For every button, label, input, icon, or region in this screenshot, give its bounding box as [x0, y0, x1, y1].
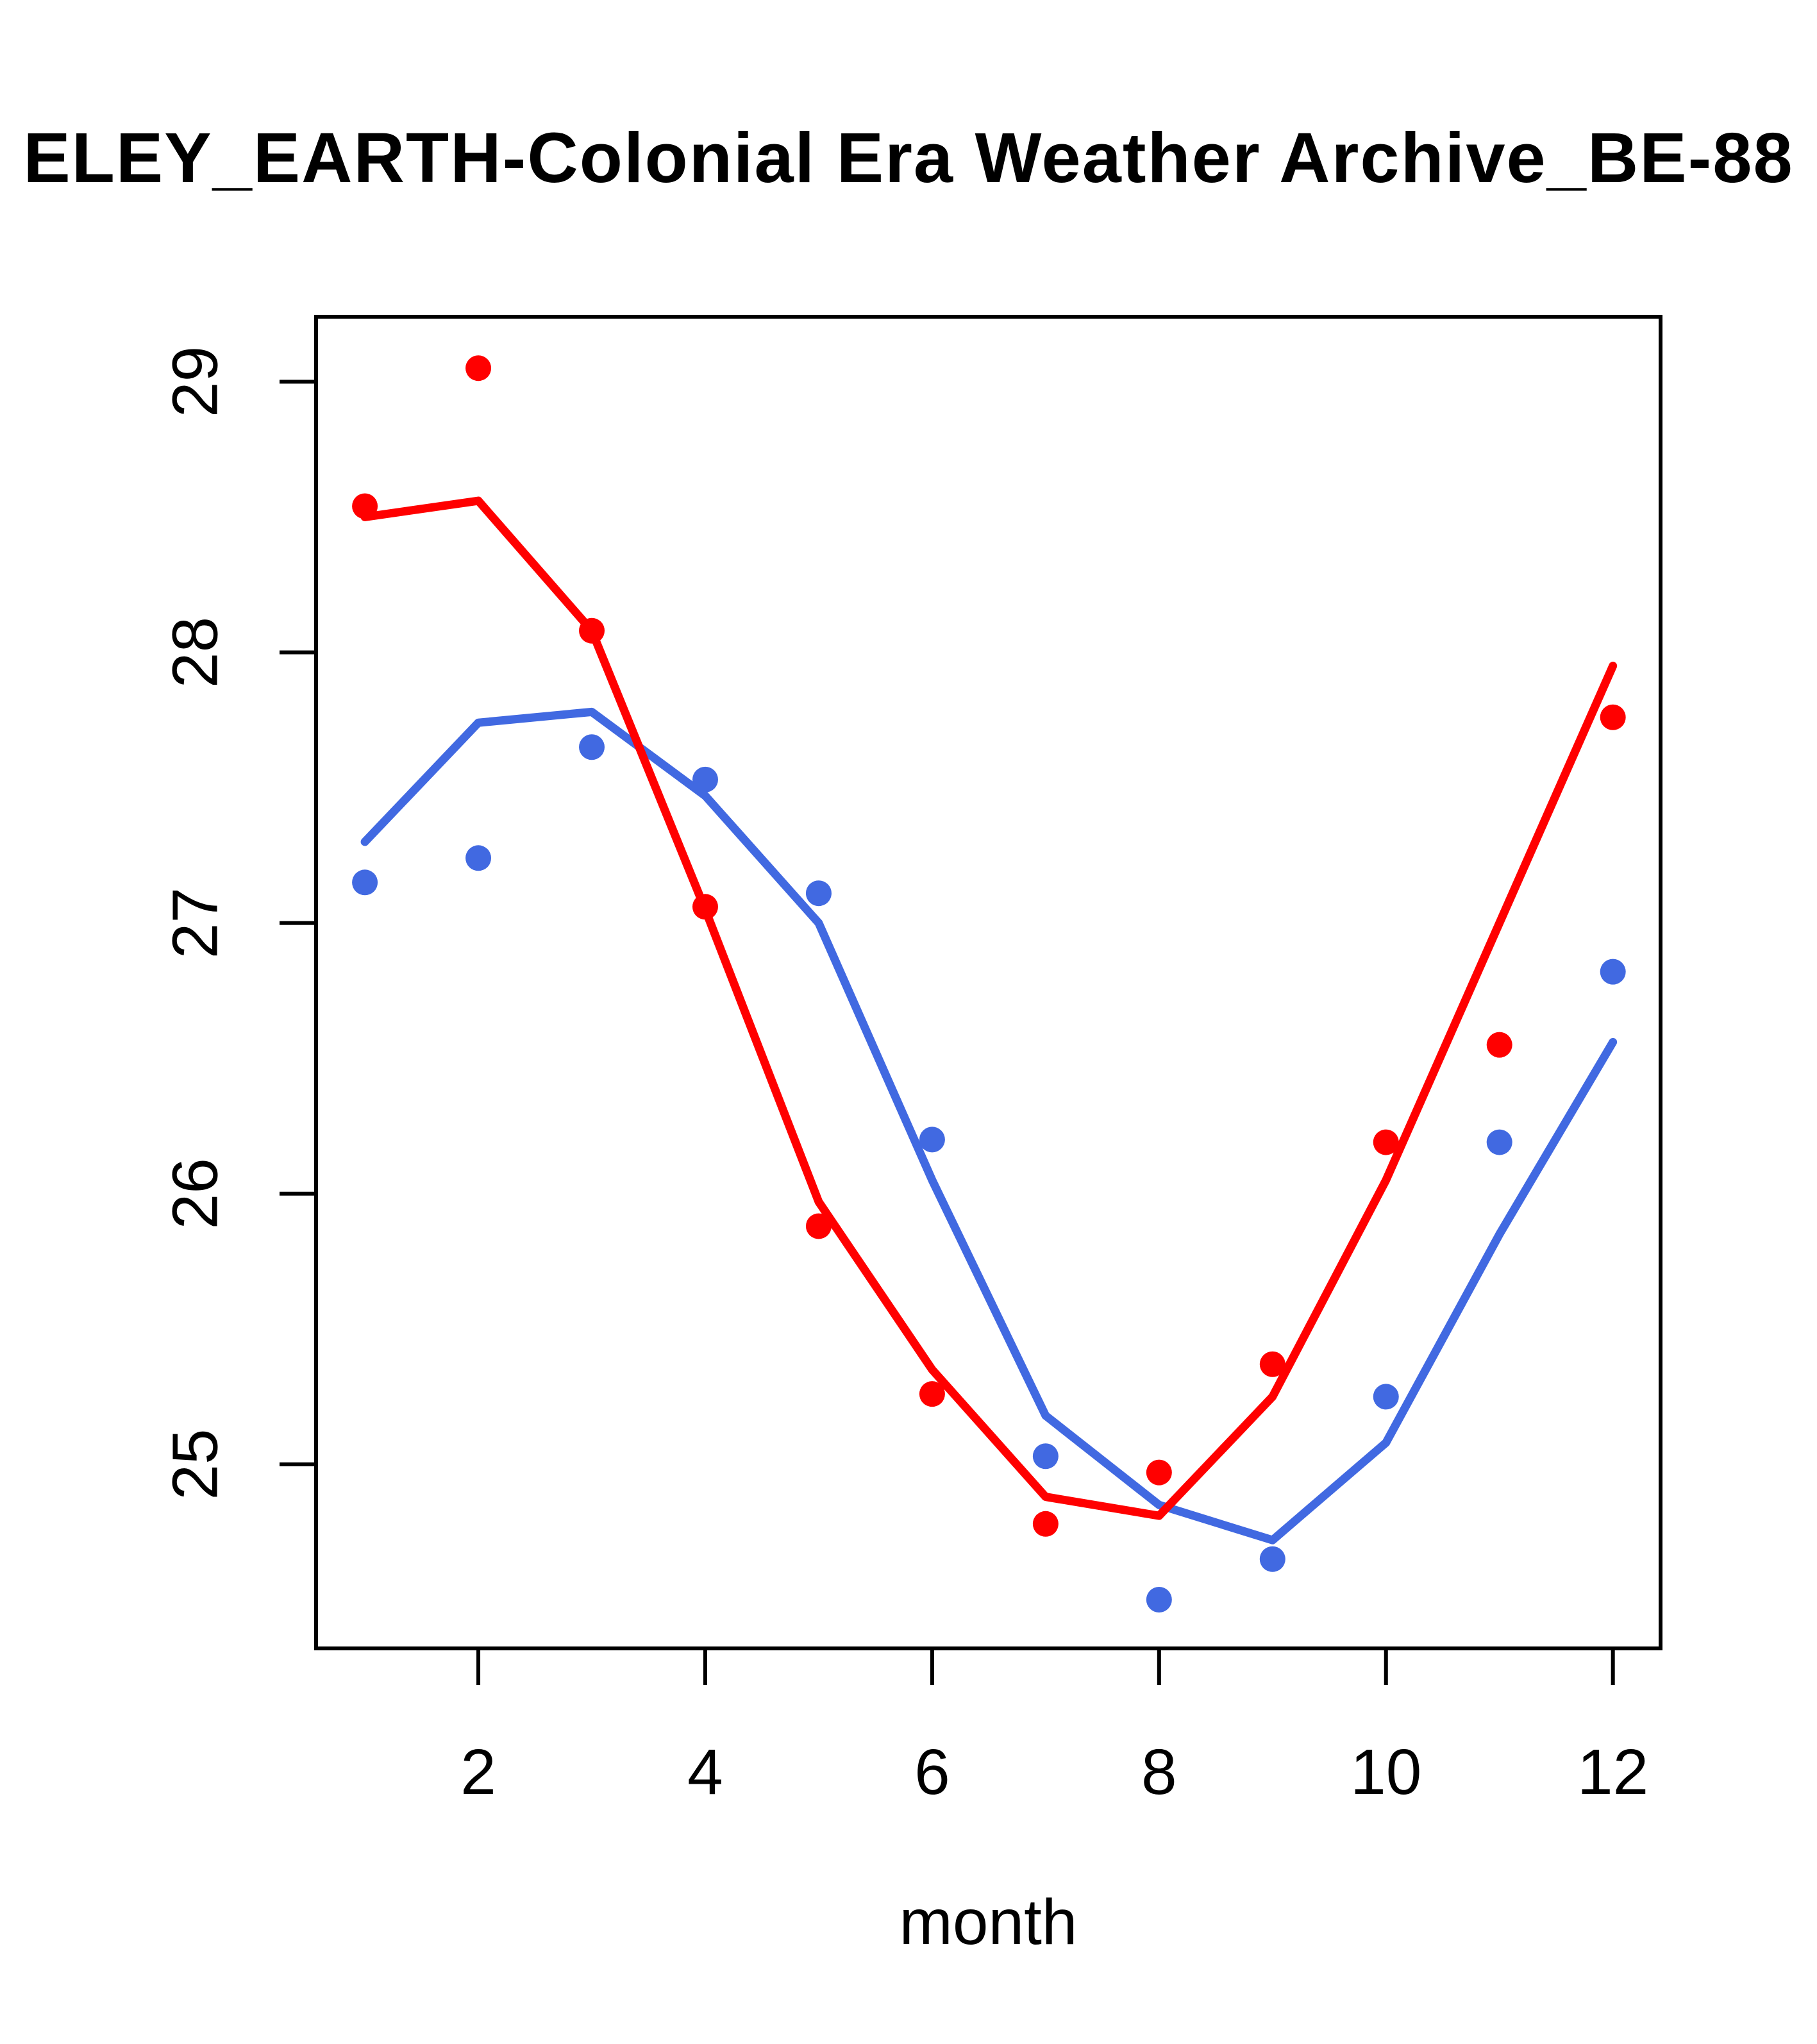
red-observations-point — [1032, 1511, 1059, 1537]
red-observations-point — [465, 355, 492, 381]
red-observations-point — [1146, 1459, 1172, 1486]
x-tick-label: 2 — [460, 1736, 496, 1808]
red-trend-line — [360, 496, 1618, 1520]
red-observations-point — [352, 493, 378, 519]
blue-observations-point — [1600, 959, 1626, 985]
blue-observations-point — [1146, 1587, 1172, 1613]
blue-trend-line — [360, 707, 1618, 1545]
x-tick-label: 6 — [914, 1736, 950, 1808]
x-tick-label: 10 — [1350, 1736, 1421, 1808]
blue-observations-point — [1373, 1384, 1399, 1410]
blue-observations-point — [465, 845, 492, 871]
red-observations-point — [805, 1213, 832, 1239]
y-tick-label: 27 — [159, 887, 231, 959]
blue-observations-point — [1259, 1546, 1285, 1572]
x-tick-label: 8 — [1141, 1736, 1177, 1808]
chart-title: ELEY_EARTH-Colonial Era Weather Archive_… — [0, 123, 1817, 194]
blue-observations-point — [579, 734, 605, 760]
red-observations-point — [1373, 1129, 1399, 1155]
red-observations-point — [1600, 704, 1626, 730]
red-observations-point — [692, 894, 718, 920]
x-axis-title: month — [900, 1886, 1078, 1958]
blue-observations-point — [805, 880, 832, 907]
x-tick-label: 4 — [687, 1736, 723, 1808]
red-observations-point — [579, 617, 605, 644]
blue-observations-point — [1032, 1443, 1059, 1470]
blue-observations-point — [352, 869, 378, 896]
blue-observations-point — [1486, 1129, 1512, 1155]
plot-border — [314, 315, 1662, 1650]
y-tick-label: 26 — [159, 1158, 231, 1229]
y-tick-label: 28 — [159, 617, 231, 688]
red-observations-point — [919, 1381, 945, 1407]
chart-title-text: ELEY_EARTH-Colonial Era Weather Archive_… — [23, 119, 1794, 197]
red-observations-point — [1259, 1351, 1285, 1377]
blue-observations-point — [692, 766, 718, 792]
blue-observations-point — [919, 1127, 945, 1153]
red-observations-point — [1486, 1032, 1512, 1058]
y-tick-label: 29 — [159, 346, 231, 417]
y-tick-label: 25 — [159, 1428, 231, 1500]
x-tick-label: 12 — [1577, 1736, 1648, 1808]
